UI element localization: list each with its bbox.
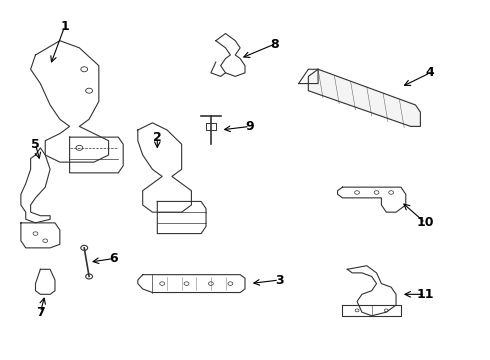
Text: 1: 1	[60, 20, 69, 33]
Polygon shape	[308, 69, 420, 126]
Text: 2: 2	[153, 131, 162, 144]
Text: 10: 10	[416, 216, 434, 229]
Text: 11: 11	[416, 288, 434, 301]
Text: 6: 6	[109, 252, 118, 265]
Text: 8: 8	[270, 38, 278, 51]
Text: 7: 7	[36, 306, 45, 319]
Text: 4: 4	[426, 66, 435, 79]
Text: 3: 3	[275, 274, 283, 287]
Text: 9: 9	[245, 120, 254, 133]
Text: 5: 5	[31, 138, 40, 151]
